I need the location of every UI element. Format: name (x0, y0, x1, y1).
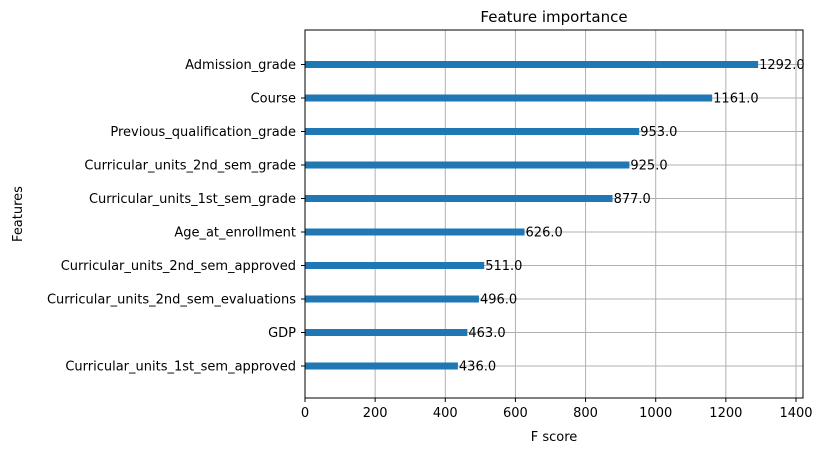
value-labels: 436.0 463.0 496.0 511.0 626.0 877.0 925.0 953.0… (459, 58, 805, 375)
axis-ticks: 0 200 400 600 800 1000 1200 1400 Curricular_unit… (47, 58, 813, 421)
y-tick-label: Previous_qualification_grade (110, 125, 296, 140)
bar-value-label: 463.0 (468, 326, 505, 341)
bar-value-label: 1161.0 (713, 92, 759, 107)
x-tick-label: 200 (363, 406, 388, 421)
y-tick-label: Course (251, 92, 296, 107)
bar-value-label: 877.0 (614, 192, 651, 207)
bar (305, 94, 713, 102)
bar (305, 262, 485, 269)
y-tick-label: Admission_grade (185, 58, 296, 73)
grid-lines (304, 30, 803, 398)
bar (305, 329, 468, 336)
x-tick-label: 1000 (639, 406, 672, 421)
y-tick-label: Curricular_units_2nd_sem_grade (84, 159, 296, 174)
bar-value-label: 925.0 (630, 159, 667, 174)
bar-value-label: 496.0 (480, 293, 517, 308)
x-tick-label: 0 (301, 406, 309, 421)
bar-value-label: 436.0 (459, 360, 496, 375)
bar (305, 161, 630, 169)
x-tick-label: 600 (503, 406, 528, 421)
y-tick-label: Curricular_units_1st_sem_grade (89, 192, 296, 207)
y-tick-label: Age_at_enrollment (174, 226, 296, 241)
plot-frame (304, 29, 804, 399)
bar (305, 228, 525, 236)
y-tick-label: Curricular_units_2nd_sem_evaluations (47, 293, 296, 308)
y-axis-label: Features (11, 186, 26, 242)
bar-value-label: 1292.0 (759, 58, 805, 73)
y-tick-label: Curricular_units_1st_sem_approved (65, 360, 296, 375)
bars (305, 61, 759, 370)
x-axis-label: F score (531, 430, 578, 445)
bar (305, 61, 759, 68)
bar-value-label: 953.0 (640, 125, 677, 140)
bar (305, 195, 613, 202)
x-tick-label: 400 (433, 406, 458, 421)
x-tick-label: 1200 (709, 406, 742, 421)
bar (305, 295, 479, 303)
bar (305, 362, 458, 370)
bar-value-label: 511.0 (485, 259, 522, 274)
y-tick-label: GDP (268, 326, 296, 341)
bar-value-label: 626.0 (526, 226, 563, 241)
bar (305, 128, 640, 135)
x-tick-label: 1400 (779, 406, 812, 421)
y-tick-label: Curricular_units_2nd_sem_approved (61, 259, 296, 274)
chart-title: Feature importance (480, 8, 627, 26)
x-tick-label: 800 (573, 406, 598, 421)
